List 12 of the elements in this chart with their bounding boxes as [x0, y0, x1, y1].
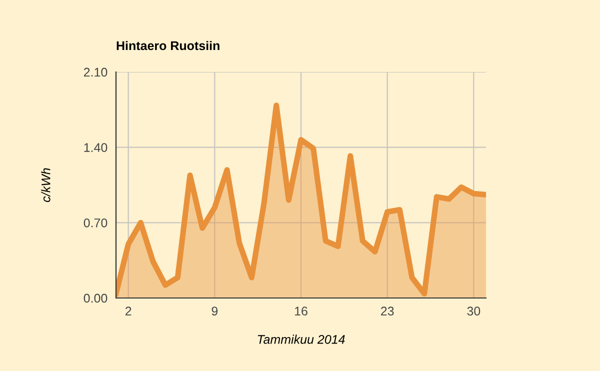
x-tick-label: 23 [381, 306, 394, 316]
x-axis-title: Tammikuu 2014 [258, 334, 345, 344]
chart-title: Hintaero Ruotsiin [116, 40, 220, 50]
x-tick-label: 9 [212, 306, 218, 316]
x-tick-label: 2 [125, 306, 132, 316]
y-axis-title: c/kWh [41, 168, 50, 202]
y-tick-label: 1.40 [84, 143, 108, 152]
y-tick-label: 0.70 [84, 218, 108, 228]
x-tick-label: 30 [467, 306, 480, 316]
y-tick-label: 0.00 [84, 294, 108, 303]
y-tick-label: 2.10 [84, 68, 108, 77]
x-tick-label: 16 [295, 306, 308, 316]
